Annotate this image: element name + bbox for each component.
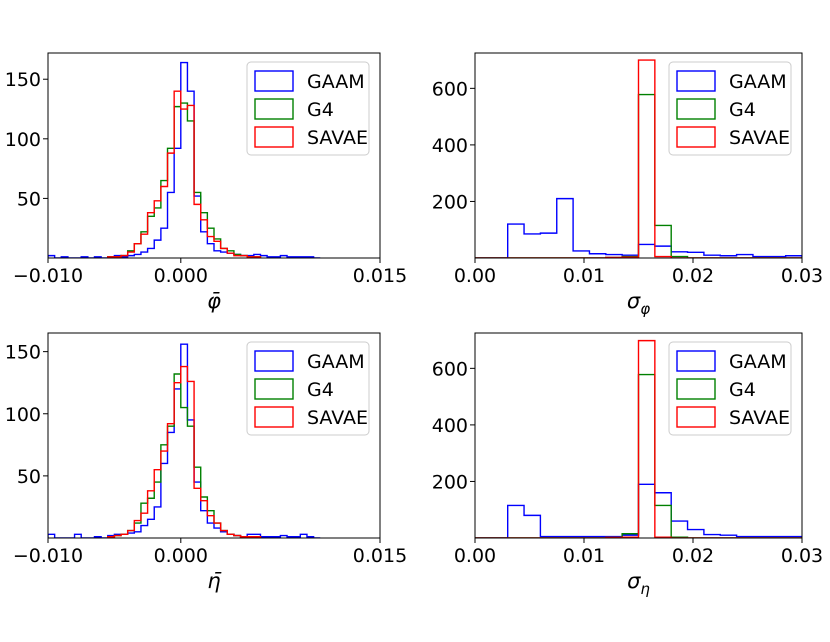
- legend: GAAM G4 SAVAE: [668, 341, 792, 436]
- y-tick-label: 600: [432, 78, 468, 100]
- legend-swatch-gaam: [676, 70, 716, 92]
- legend-label: GAAM: [307, 71, 365, 93]
- legend-swatch-savae: [254, 126, 294, 148]
- x-tick-label: 0.000: [154, 545, 208, 567]
- axes-frame: [474, 332, 803, 539]
- y-tick-label: 400: [432, 135, 468, 157]
- y-tick-label: 200: [432, 191, 468, 213]
- legend-box: [668, 341, 792, 436]
- x-tick-label: 0.00: [454, 265, 496, 287]
- x-tick-label: −0.010: [13, 545, 83, 567]
- x-tick-label: 0.015: [353, 545, 407, 567]
- x-tick-label: 0.03: [781, 545, 823, 567]
- y-tick-label: 400: [432, 415, 468, 437]
- legend-swatch-gaam: [676, 350, 716, 372]
- y-tick-label: 200: [432, 471, 468, 493]
- x-tick-label: 0.01: [563, 545, 605, 567]
- histogram-savae: [475, 59, 802, 258]
- x-tick-label: 0.00: [454, 545, 496, 567]
- legend-label: GAAM: [729, 71, 787, 93]
- x-tick-label: 0.015: [353, 265, 407, 287]
- x-axis-label: φ̄: [207, 289, 221, 313]
- legend-label: G4: [729, 379, 756, 401]
- legend-swatch-gaam: [254, 350, 294, 372]
- plot-series: [475, 339, 802, 538]
- legend-label: G4: [307, 379, 334, 401]
- legend-label: SAVAE: [729, 407, 790, 429]
- legend-swatch-g4: [676, 378, 716, 400]
- legend-label: G4: [307, 99, 334, 121]
- legend-swatch-g4: [254, 98, 294, 120]
- y-tick-label: 50: [17, 188, 41, 210]
- legend-label: GAAM: [729, 351, 787, 373]
- legend-label: SAVAE: [307, 127, 368, 149]
- y-tick-label: 100: [5, 129, 41, 151]
- x-tick-label: 0.03: [781, 265, 823, 287]
- axes-frame: [47, 52, 381, 259]
- legend-swatch-savae: [676, 126, 716, 148]
- plot-series: [475, 59, 802, 258]
- legend-swatch-g4: [254, 378, 294, 400]
- legend-swatch-gaam: [254, 70, 294, 92]
- y-tick-label: 50: [17, 466, 41, 488]
- y-tick-label: 150: [5, 69, 41, 91]
- x-axis-label: ση: [627, 569, 650, 598]
- legend: GAAM G4 SAVAE: [246, 61, 370, 156]
- legend: GAAM G4 SAVAE: [668, 61, 792, 156]
- chart-eta-sigma: 0.00 0.01 0.02 0.03 200 400 600 ση GAAM G4 SAVAE: [432, 332, 823, 598]
- x-tick-label: 0.000: [154, 265, 208, 287]
- legend-swatch-savae: [676, 406, 716, 428]
- x-tick-label: 0.02: [672, 265, 714, 287]
- histogram-gaam: [48, 343, 321, 538]
- x-tick-label: 0.01: [563, 265, 605, 287]
- chart-phi-sigma: 0.00 0.01 0.02 0.03 200 400 600 σφ GAAM G4 SAVAE: [432, 52, 823, 318]
- histogram-savae: [475, 339, 802, 538]
- y-tick-label: 600: [432, 358, 468, 380]
- legend: GAAM G4 SAVAE: [246, 341, 370, 436]
- chart-phi-mean: −0.010 0.000 0.015 50 100 150 φ̄ GAAM G4 SAVAE: [5, 52, 407, 313]
- chart-eta-mean: −0.010 0.000 0.015 50 100 150 η̄ GAAM G4 SAVAE: [5, 332, 407, 593]
- axes-frame: [47, 332, 381, 539]
- plot-series: [48, 343, 321, 538]
- plot-series: [48, 61, 321, 258]
- legend-swatch-savae: [254, 406, 294, 428]
- legend-box: [246, 341, 370, 436]
- legend-label: G4: [729, 99, 756, 121]
- x-tick-label: −0.010: [13, 265, 83, 287]
- x-axis-label: η̄: [207, 569, 221, 593]
- legend-swatch-g4: [676, 98, 716, 120]
- legend-box: [246, 61, 370, 156]
- y-tick-label: 150: [5, 342, 41, 364]
- axes-frame: [474, 52, 803, 259]
- legend-label: SAVAE: [729, 127, 790, 149]
- y-tick-label: 100: [5, 404, 41, 426]
- x-tick-label: 0.02: [672, 545, 714, 567]
- legend-label: SAVAE: [307, 407, 368, 429]
- legend-box: [668, 61, 792, 156]
- x-axis-label: σφ: [627, 289, 650, 318]
- histogram-savae: [107, 90, 262, 258]
- legend-label: GAAM: [307, 351, 365, 373]
- histogram-savae: [107, 365, 262, 538]
